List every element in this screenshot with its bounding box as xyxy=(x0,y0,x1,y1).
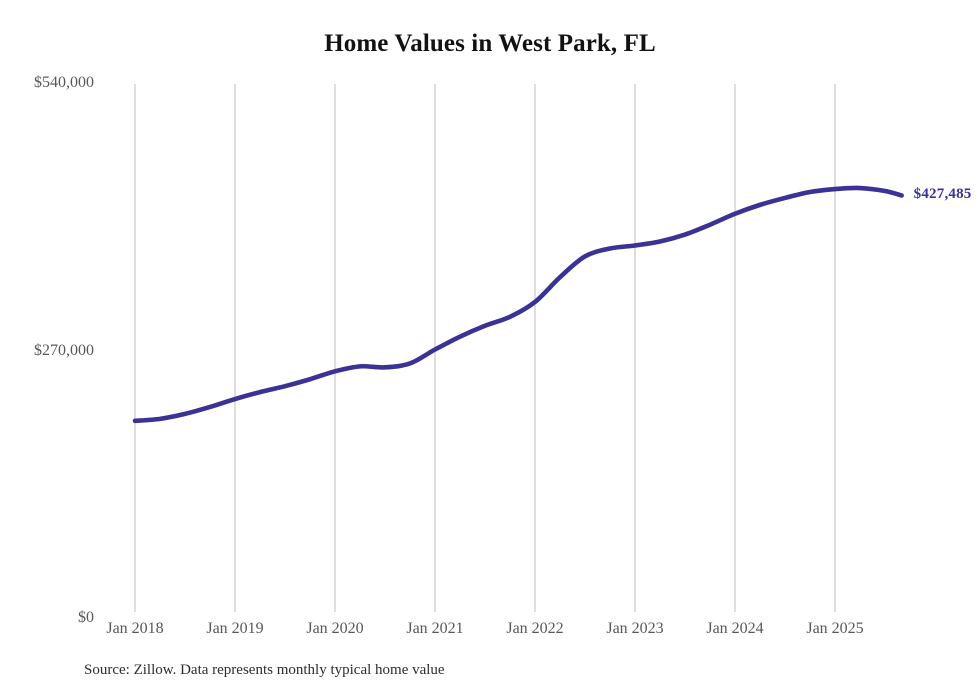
y-tick-label-540000: $540,000 xyxy=(34,74,94,91)
y-axis: $540,000 $270,000 $0 xyxy=(0,0,94,699)
plot-area xyxy=(100,80,904,616)
chart-title: Home Values in West Park, FL xyxy=(324,30,656,57)
x-tick-label-jan-2023: Jan 2023 xyxy=(606,620,664,637)
y-tick-label-0: $0 xyxy=(78,609,94,626)
x-tick-label-jan-2019: Jan 2019 xyxy=(206,620,264,637)
y-tick-label-270000: $270,000 xyxy=(34,341,94,359)
x-tick-label-jan-2018: Jan 2018 xyxy=(106,620,164,637)
x-tick-label-jan-2024: Jan 2024 xyxy=(706,620,764,637)
gridlines xyxy=(134,84,836,612)
x-axis: Jan 2018 Jan 2019 Jan 2020 Jan 2021 Jan … xyxy=(0,620,980,650)
chart-plot-svg xyxy=(132,84,904,612)
x-tick-label-jan-2021: Jan 2021 xyxy=(406,620,464,637)
source-note: Source: Zillow. Data represents monthly … xyxy=(84,662,445,678)
end-value-annotation: $427,485 xyxy=(913,186,972,203)
x-tick-label-jan-2025: Jan 2025 xyxy=(806,620,864,637)
x-tick-label-jan-2020: Jan 2020 xyxy=(306,620,364,637)
series-line-typical-home-value xyxy=(132,185,904,424)
x-tick-label-jan-2022: Jan 2022 xyxy=(506,620,564,637)
